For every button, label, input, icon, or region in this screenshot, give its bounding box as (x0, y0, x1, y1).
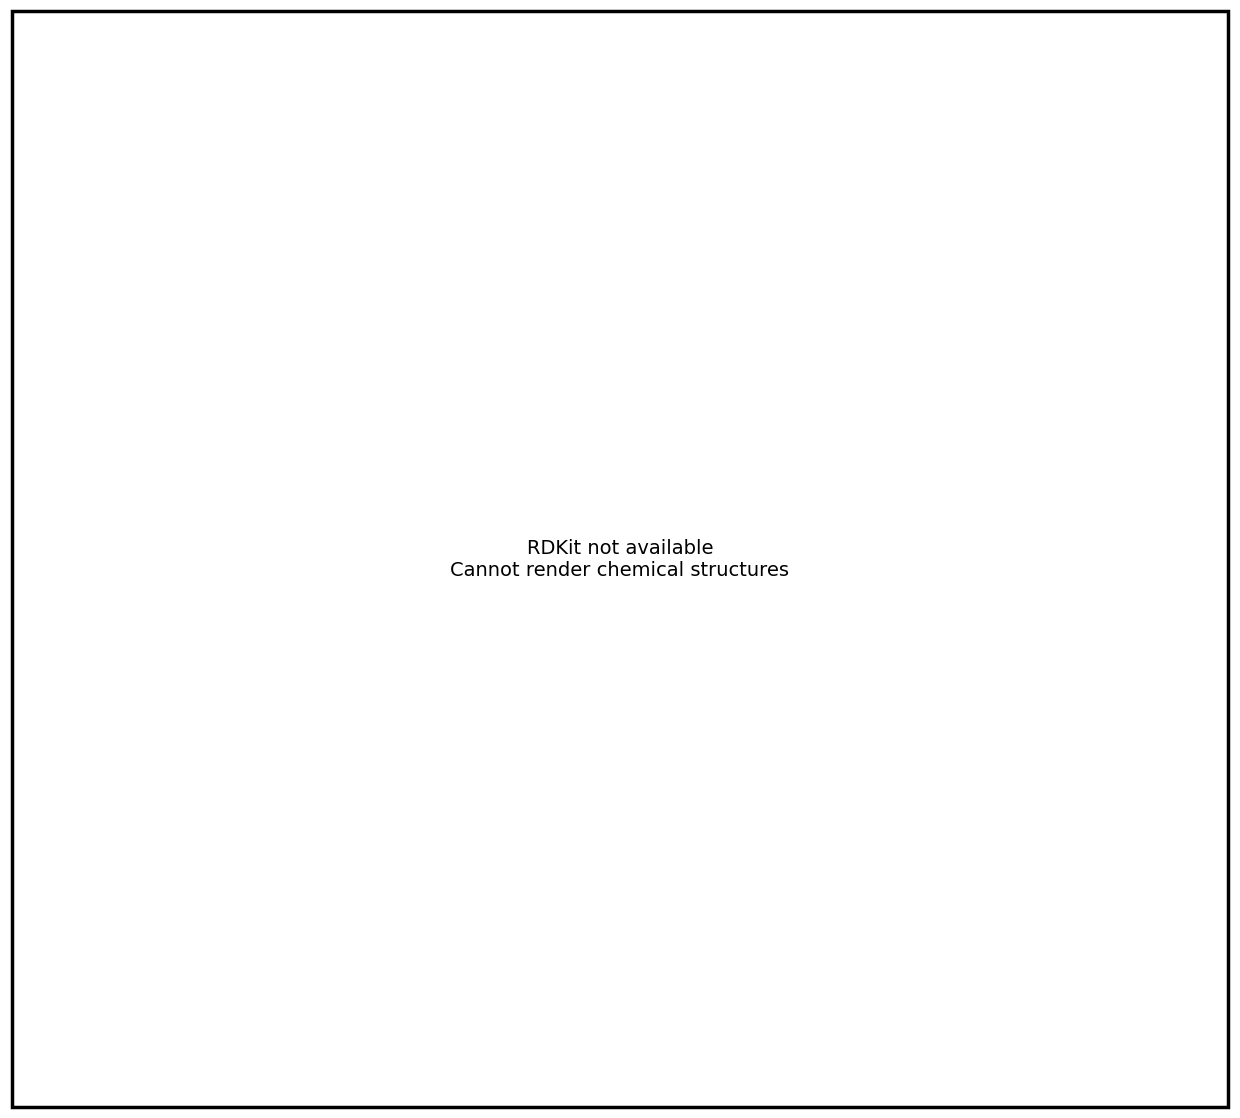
Text: RDKit not available
Cannot render chemical structures: RDKit not available Cannot render chemic… (450, 539, 790, 579)
FancyBboxPatch shape (12, 11, 1228, 1107)
